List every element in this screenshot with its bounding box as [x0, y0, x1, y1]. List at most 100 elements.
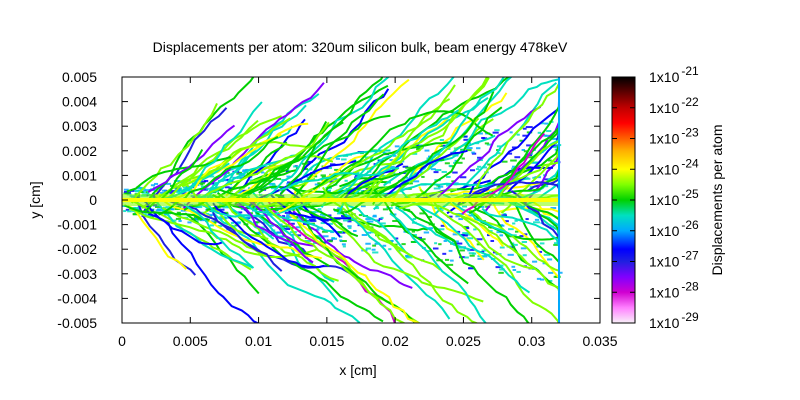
- particle-track: [247, 84, 389, 197]
- dpa-cell: [134, 190, 140, 193]
- dpa-cell: [548, 271, 554, 274]
- dpa-cell: [405, 254, 409, 257]
- dpa-cell: [343, 219, 349, 222]
- dpa-cell: [175, 217, 181, 220]
- dpa-cell: [348, 227, 352, 230]
- dpa-cell: [460, 234, 468, 237]
- y-axis-label: y [cm]: [27, 181, 43, 218]
- dpa-cell: [377, 158, 381, 161]
- dpa-cell: [423, 231, 430, 234]
- dpa-cell: [317, 182, 322, 185]
- dpa-cell: [419, 212, 426, 215]
- particle-track: [461, 132, 546, 215]
- dpa-cell: [415, 144, 420, 147]
- dpa-cell: [532, 176, 536, 179]
- particle-track: [417, 204, 530, 323]
- dpa-cell: [437, 228, 445, 231]
- dpa-cell: [223, 179, 229, 182]
- dpa-cell: [365, 247, 371, 250]
- dpa-cell: [427, 215, 433, 218]
- dpa-cell: [484, 142, 489, 145]
- dpa-cell: [455, 161, 463, 164]
- dpa-cell: [392, 219, 400, 222]
- particle-track: [180, 101, 263, 193]
- dpa-cell: [270, 187, 278, 190]
- dpa-cell: [503, 213, 507, 216]
- particle-track: [389, 212, 487, 323]
- dpa-cell: [468, 267, 476, 270]
- dpa-cell: [392, 213, 397, 216]
- dpa-cell: [162, 206, 167, 209]
- dpa-cell: [512, 268, 517, 271]
- dpa-cell: [417, 236, 422, 239]
- x-tick-label: 0.01: [245, 333, 272, 349]
- dpa-cell: [519, 235, 524, 238]
- dpa-cell: [274, 231, 281, 234]
- dpa-cell: [463, 225, 469, 228]
- dpa-cell: [482, 137, 488, 140]
- dpa-cell: [328, 240, 333, 243]
- particle-track: [205, 121, 330, 196]
- dpa-cell: [360, 190, 365, 193]
- dpa-cell: [347, 220, 352, 223]
- dpa-cell: [341, 158, 347, 161]
- dpa-cell: [394, 237, 399, 240]
- dpa-cell: [198, 182, 205, 185]
- dpa-cell: [461, 205, 467, 208]
- particle-track: [181, 140, 308, 188]
- dpa-cell: [257, 232, 264, 235]
- dpa-cell: [421, 175, 425, 178]
- particle-track: [263, 195, 396, 323]
- dpa-cell: [466, 214, 473, 217]
- dpa-cell: [157, 208, 162, 211]
- dpa-cell: [212, 181, 218, 184]
- particle-track: [333, 109, 460, 200]
- x-tick-label: 0.02: [382, 333, 409, 349]
- dpa-cell: [392, 154, 397, 157]
- dpa-cell: [514, 156, 521, 159]
- dpa-cell: [374, 242, 380, 245]
- dpa-cell: [514, 219, 518, 222]
- dpa-cell: [476, 147, 481, 150]
- dpa-cell: [440, 224, 446, 227]
- dpa-cell: [513, 243, 518, 246]
- dpa-cell: [284, 228, 291, 231]
- dpa-cell: [321, 241, 328, 244]
- dpa-cell: [447, 215, 453, 218]
- dpa-cell: [217, 224, 223, 227]
- dpa-cell: [444, 162, 450, 165]
- dpa-cell: [365, 218, 372, 221]
- dpa-cell: [494, 129, 500, 132]
- dpa-cell: [412, 152, 418, 155]
- particle-track: [372, 90, 495, 206]
- dpa-cell: [320, 222, 326, 225]
- particle-track: [467, 181, 560, 199]
- dpa-cell: [469, 248, 475, 251]
- x-tick-label: 0.005: [173, 333, 208, 349]
- particle-track: [258, 180, 389, 195]
- dpa-cell: [433, 171, 439, 174]
- dpa-cell: [421, 238, 426, 241]
- dpa-cell: [145, 214, 153, 217]
- dpa-cell: [306, 160, 313, 163]
- dpa-cell: [341, 243, 346, 246]
- particle-track: [289, 213, 420, 323]
- dpa-cell: [461, 157, 465, 160]
- dpa-cell: [468, 252, 475, 255]
- dpa-cell: [534, 218, 540, 221]
- dpa-cell: [284, 211, 292, 214]
- particle-track: [475, 77, 560, 189]
- dpa-cell: [181, 192, 187, 195]
- particle-track: [466, 199, 560, 323]
- dpa-cell: [320, 174, 326, 177]
- colorbar-tick-label: 1x10 -25: [649, 187, 699, 208]
- colorbar-tick-label: 1x10 -29: [649, 310, 699, 331]
- dpa-cell: [451, 180, 455, 183]
- particle-track: [436, 106, 542, 198]
- dpa-cell: [155, 209, 163, 212]
- dpa-cell: [496, 145, 501, 148]
- dpa-cell: [336, 212, 344, 215]
- dpa-cell: [286, 226, 291, 229]
- dpa-cell: [168, 190, 175, 193]
- dpa-cell: [173, 179, 181, 182]
